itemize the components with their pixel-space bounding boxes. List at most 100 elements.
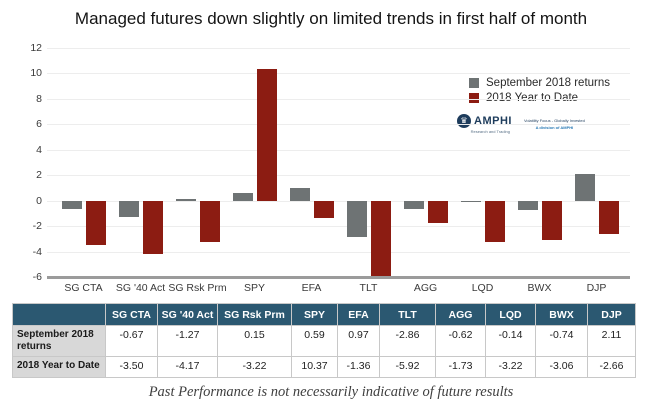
x-category-label: SG '40 Act	[115, 282, 166, 294]
table-row-label: 2018 Year to Date	[12, 355, 106, 378]
grid-line	[47, 124, 630, 126]
table-header-cell: AGG	[435, 303, 486, 326]
table-value-cell: -3.50	[105, 355, 158, 378]
y-tick-label: 2	[36, 169, 42, 182]
table-value-cell: -3.22	[485, 355, 536, 378]
returns-table-header: SG CTA SG '40 Act SG Rsk Prm SPY EFA TLT AGG LQ…	[12, 303, 636, 326]
legend-swatch-ytd-icon	[469, 92, 479, 103]
table-value-cell: -2.66	[587, 355, 636, 378]
bar-ytd	[313, 200, 334, 218]
table-value-cell: -3.06	[535, 355, 588, 378]
x-category-label: BWX	[527, 282, 552, 294]
bar-ytd	[484, 200, 505, 242]
y-tick-label: 10	[30, 67, 42, 80]
table-value-cell: -0.74	[535, 325, 588, 357]
grid-line	[47, 251, 630, 253]
y-tick-label: 0	[36, 194, 42, 207]
grid-line	[47, 149, 630, 151]
legend-label-ytd: 2018 Year to Date	[486, 91, 579, 104]
amphi-tagline: Volatility Focus - Globally Invested	[523, 118, 585, 123]
returns-table-body: September 2018 returns -0.67 -1.27 0.15 0.59…	[12, 325, 636, 378]
bar-september	[118, 200, 139, 217]
y-tick-label: 8	[36, 92, 42, 105]
bar-ytd	[427, 200, 448, 223]
table-value-cell: -1.36	[337, 355, 380, 378]
bar-september	[517, 200, 538, 211]
table-value-cell: -1.27	[157, 325, 218, 357]
table-row-label: September 2018 returns	[12, 325, 106, 357]
bar-september	[289, 188, 310, 201]
table-value-cell: -2.86	[379, 325, 436, 357]
bar-september	[61, 200, 82, 210]
x-category-label: DJP	[586, 282, 607, 294]
table-value-cell: 0.15	[217, 325, 292, 357]
x-category-label: AGG	[413, 282, 438, 294]
table-header-cell: SPY	[291, 303, 338, 326]
bar-ytd	[199, 200, 220, 242]
table-value-cell: -0.67	[105, 325, 158, 357]
x-category-label: SG Rsk Prm	[168, 282, 227, 294]
table-header-cell: TLT	[379, 303, 436, 326]
bar-ytd	[256, 68, 277, 201]
grid-line	[47, 200, 630, 202]
x-category-label: SPY	[243, 282, 265, 294]
legend-item-september: September 2018 returns	[469, 75, 610, 90]
table-header-cell: SG '40 Act	[157, 303, 218, 326]
table-value-cell: -0.62	[435, 325, 486, 357]
disclaimer-text: Past Performance is not necessarily indi…	[148, 384, 514, 400]
x-category-label: LQD	[471, 282, 494, 294]
table-value-cell: 10.37	[291, 355, 338, 378]
chart-title: Managed futures down slightly on limited…	[74, 9, 588, 28]
bar-ytd	[142, 200, 163, 254]
legend-label-september: September 2018 returns	[486, 76, 611, 89]
bar-ytd	[370, 200, 391, 276]
y-tick-label: -4	[32, 245, 42, 258]
bar-chart: September 2018 returns 2018 Year to Date…	[0, 42, 662, 298]
table-header-cell: EFA	[337, 303, 380, 326]
bar-september	[346, 200, 367, 238]
amphi-brand-taglines: Volatility Focus - Globally Invested A d…	[524, 118, 585, 130]
returns-table: SG CTA SG '40 Act SG Rsk Prm SPY EFA TLT AGG LQ…	[12, 303, 636, 378]
bar-september	[574, 173, 595, 201]
bar-ytd	[85, 200, 106, 246]
grid-line	[47, 98, 630, 100]
x-category-label: TLT	[359, 282, 378, 294]
table-row: September 2018 returns -0.67 -1.27 0.15 0.59…	[12, 325, 636, 357]
y-tick-label: 4	[36, 143, 42, 156]
y-tick-label: -6	[32, 271, 42, 283]
table-header-cell: SG CTA	[105, 303, 158, 326]
table-value-cell: -5.92	[379, 355, 436, 378]
bar-september	[175, 198, 196, 201]
legend-item-ytd: 2018 Year to Date	[469, 90, 610, 105]
grid-line	[47, 175, 630, 177]
y-tick-label: -2	[32, 220, 42, 233]
table-header-cell: BWX	[535, 303, 588, 326]
table-value-cell: -0.14	[485, 325, 536, 357]
table-corner-cell	[12, 303, 106, 326]
y-tick-label: 12	[30, 42, 42, 54]
table-value-cell: -1.73	[435, 355, 486, 378]
grid-line	[47, 73, 630, 75]
x-category-label: SG CTA	[64, 282, 103, 294]
chart-legend: September 2018 returns 2018 Year to Date	[469, 75, 610, 105]
x-axis-line	[47, 276, 630, 279]
bar-september	[403, 200, 424, 209]
table-row: 2018 Year to Date -3.50 -4.17 -3.22 10.37 -1.…	[12, 355, 636, 378]
table-value-cell: -4.17	[157, 355, 218, 378]
grid-line	[47, 226, 630, 228]
legend-swatch-september-icon	[469, 77, 479, 88]
bar-ytd	[541, 200, 562, 240]
grid-line	[47, 48, 630, 49]
amphi-division: A division of AMPHI	[535, 125, 574, 130]
table-header-cell: SG Rsk Prm	[217, 303, 292, 326]
amphi-brand-subtext: Research and Trading	[470, 129, 510, 134]
table-value-cell: -3.22	[217, 355, 292, 378]
bar-september	[232, 193, 253, 201]
amphi-brand-name: AMPHI	[474, 115, 512, 127]
x-category-label: EFA	[301, 282, 322, 294]
bar-september	[460, 200, 481, 203]
amphi-logo-icon: ♛	[457, 114, 471, 128]
bar-ytd	[598, 200, 619, 235]
table-header-cell: DJP	[587, 303, 636, 326]
